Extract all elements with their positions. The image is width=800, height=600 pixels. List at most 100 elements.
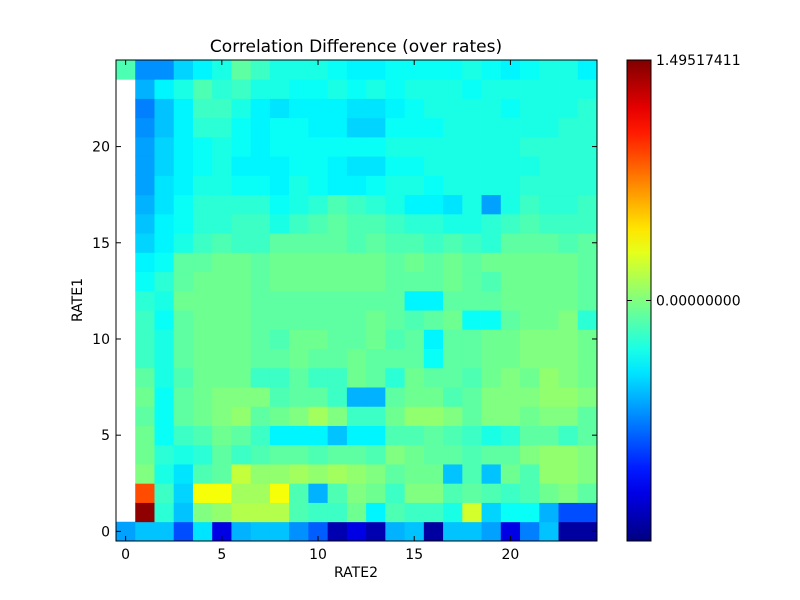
heatmap-cell (577, 502, 598, 523)
heatmap-cell (346, 444, 367, 465)
heatmap-cell (250, 406, 271, 426)
heatmap-cell (269, 175, 290, 196)
heatmap-cell (327, 233, 348, 253)
heatmap-cell (500, 271, 521, 292)
heatmap-cell (366, 444, 386, 465)
heatmap-cell (154, 406, 175, 426)
heatmap-cell (154, 233, 175, 253)
heatmap-cell (366, 290, 386, 311)
heatmap-cell (327, 271, 348, 292)
heatmap-cell (500, 483, 521, 503)
heatmap-cell (231, 348, 252, 369)
heatmap-cell (231, 367, 252, 388)
heatmap-cell (250, 117, 271, 138)
heatmap-cell (250, 156, 271, 176)
heatmap-cell (577, 271, 598, 292)
heatmap-cell (443, 290, 463, 311)
heatmap-cell (173, 310, 194, 330)
heatmap-cell (250, 271, 271, 292)
heatmap-cell (539, 483, 559, 503)
heatmap-cell (443, 329, 463, 349)
heatmap-cell (135, 194, 155, 215)
heatmap-cell (385, 271, 405, 292)
heatmap-cell (250, 310, 271, 330)
heatmap-cell (250, 213, 271, 234)
heatmap-cell (327, 156, 348, 176)
heatmap-cell (366, 175, 386, 196)
heatmap-cell (269, 310, 290, 330)
heatmap-cell (135, 483, 155, 503)
heatmap-cell (346, 367, 367, 388)
heatmap-cell (539, 117, 559, 138)
heatmap-cell (231, 252, 252, 273)
heatmap-cell (154, 425, 175, 446)
heatmap-cell (269, 502, 290, 523)
heatmap-cell (577, 290, 598, 311)
y-axis: 0 5 10 15 20 (92, 140, 597, 540)
heatmap-cell (385, 194, 405, 215)
heatmap-cell (231, 213, 252, 234)
heatmap-cell (577, 156, 598, 176)
heatmap-cell (577, 348, 598, 369)
heatmap-cell (558, 252, 579, 273)
heatmap-cell (481, 252, 502, 273)
heatmap-cell (269, 117, 290, 138)
heatmap-cell (481, 464, 502, 484)
heatmap-cell (231, 98, 252, 119)
heatmap-cell (404, 310, 425, 330)
heatmap-cell (154, 156, 175, 176)
heatmap-cell (423, 271, 444, 292)
heatmap-cell (481, 444, 502, 465)
heatmap-cell (308, 79, 329, 99)
heatmap-cell (135, 233, 155, 253)
heatmap-cell (250, 329, 271, 349)
heatmap-cell (250, 444, 271, 465)
heatmap-cell (443, 79, 463, 99)
heatmap-cell (308, 387, 329, 407)
heatmap-cell (269, 348, 290, 369)
heatmap-cell (154, 194, 175, 215)
heatmap-cell (462, 348, 482, 369)
heatmap-cell (289, 348, 309, 369)
heatmap-cell (327, 521, 348, 542)
heatmap-cell (135, 367, 155, 388)
heatmap-cell (135, 502, 155, 523)
heatmap-cell (289, 117, 309, 138)
heatmap-cell (308, 348, 329, 369)
heatmap-cell (192, 406, 213, 426)
heatmap-cell (154, 175, 175, 196)
heatmap-cell (212, 252, 232, 273)
heatmap-cell (481, 117, 502, 138)
heatmap-cell (269, 483, 290, 503)
heatmap-cell (539, 252, 559, 273)
heatmap-cell (577, 425, 598, 446)
heatmap-cell (154, 213, 175, 234)
heatmap-cell (577, 444, 598, 465)
x-tick-label: 15 (405, 547, 423, 563)
heatmap-cell (539, 502, 559, 523)
heatmap-cell (558, 156, 579, 176)
heatmap-cell (192, 329, 213, 349)
heatmap-cell (346, 60, 367, 80)
heatmap-cell (173, 213, 194, 234)
heatmap-cell (404, 175, 425, 196)
heatmap-cell (366, 464, 386, 484)
heatmap-cell (577, 406, 598, 426)
heatmap-cell (558, 348, 579, 369)
heatmap-cell (366, 310, 386, 330)
heatmap-cell (135, 521, 155, 542)
heatmap-cell (385, 117, 405, 138)
heatmap-cell (192, 136, 213, 157)
heatmap-cell (173, 194, 194, 215)
heatmap-cell (192, 213, 213, 234)
heatmap-cell (577, 136, 598, 157)
heatmap-cell (366, 233, 386, 253)
heatmap-cell (404, 348, 425, 369)
heatmap-cell (423, 194, 444, 215)
heatmap-cell (289, 425, 309, 446)
heatmap-cell (366, 117, 386, 138)
heatmap-cell (173, 406, 194, 426)
heatmap-cell (135, 290, 155, 311)
heatmap-cell (539, 194, 559, 215)
